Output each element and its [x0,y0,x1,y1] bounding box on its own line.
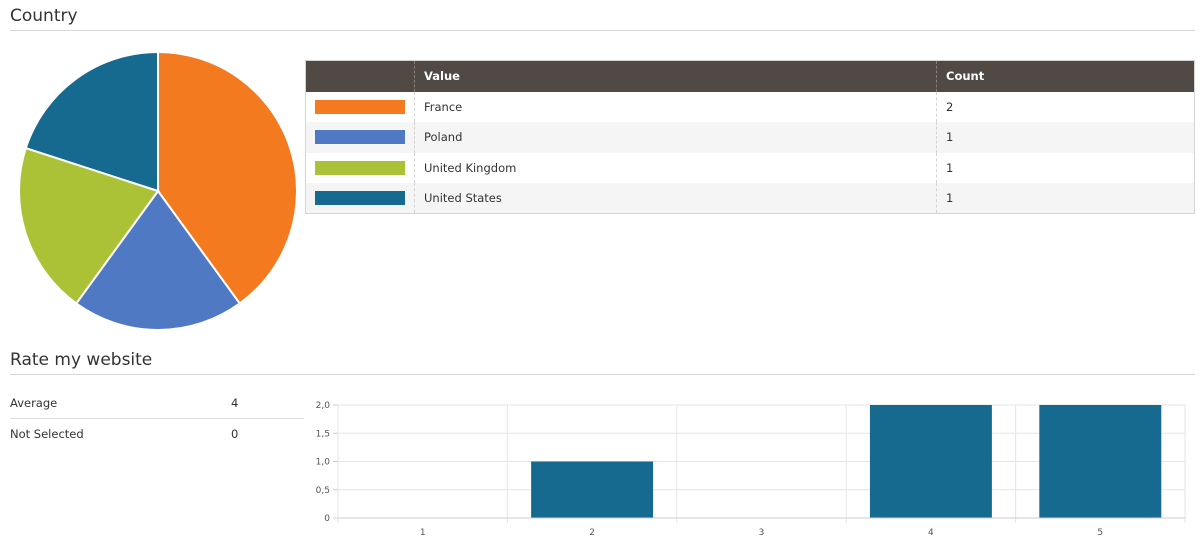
stat-value: 0 [231,427,239,441]
count-cell: 1 [936,122,1195,153]
header-value: Value [414,60,937,92]
table-row: France 2 [305,91,1195,122]
value-cell: Poland [414,122,937,153]
bar-rating-5 [1039,405,1162,518]
color-cell [305,91,415,122]
value-cell: France [414,91,937,122]
header-color [305,60,415,92]
y-tick-label: 2,0 [316,401,331,411]
color-swatch-france [315,99,405,114]
country-section-divider [10,30,1195,31]
pie-chart-svg [18,50,298,331]
table-header-row: Value Count [305,60,1195,92]
color-swatch-poland [315,130,405,145]
x-tick-label: 5 [1097,528,1103,538]
rate-section-divider [10,374,1195,375]
rate-section-title: Rate my website [10,350,153,370]
country-table: Value Count France 2 Poland 1 United Kin… [305,60,1195,214]
pie-slice-united-kingdom [18,146,160,305]
color-cell [305,183,415,214]
x-tick-label: 4 [928,528,934,538]
color-swatch-united-states [315,191,405,205]
x-tick-label: 2 [589,528,595,538]
color-cell [305,122,415,153]
x-tick-label: 3 [759,528,765,538]
color-swatch-united-kingdom [315,160,405,175]
count-cell: 1 [936,152,1195,183]
stat-value: 4 [231,396,239,410]
y-tick-label: 1,5 [316,429,330,439]
pie-slice-france [157,50,298,305]
y-tick-label: 0,5 [316,486,330,496]
value-cell: United States [414,183,937,214]
stat-label: Average [10,396,58,410]
count-cell: 2 [936,91,1195,122]
value-cell: United Kingdom [414,152,937,183]
table-row: United States 1 [305,183,1195,214]
header-count: Count [936,60,1195,92]
stat-row-not-selected: Not Selected 0 [10,419,304,450]
x-tick-label: 1 [420,528,426,538]
y-tick-label: 1,0 [316,458,331,468]
rating-bar-chart: 0 0,5 1,0 1,5 2,0 1 2 3 4 5 [316,401,1186,538]
count-cell: 1 [936,183,1195,214]
color-cell [305,152,415,183]
table-row: Poland 1 [305,122,1195,153]
pie-slice-poland [74,189,242,331]
country-section-title: Country [10,6,78,26]
y-tick-label: 0 [324,514,330,524]
rate-stats: Average 4 Not Selected 0 [10,388,304,450]
bar-rating-2 [531,461,654,518]
bar-rating-4 [869,405,992,518]
stat-row-average: Average 4 [10,388,304,419]
country-pie-chart [10,45,310,345]
stat-label: Not Selected [10,427,84,441]
table-row: United Kingdom 1 [305,152,1195,183]
pie-slice-united-states [24,50,159,193]
